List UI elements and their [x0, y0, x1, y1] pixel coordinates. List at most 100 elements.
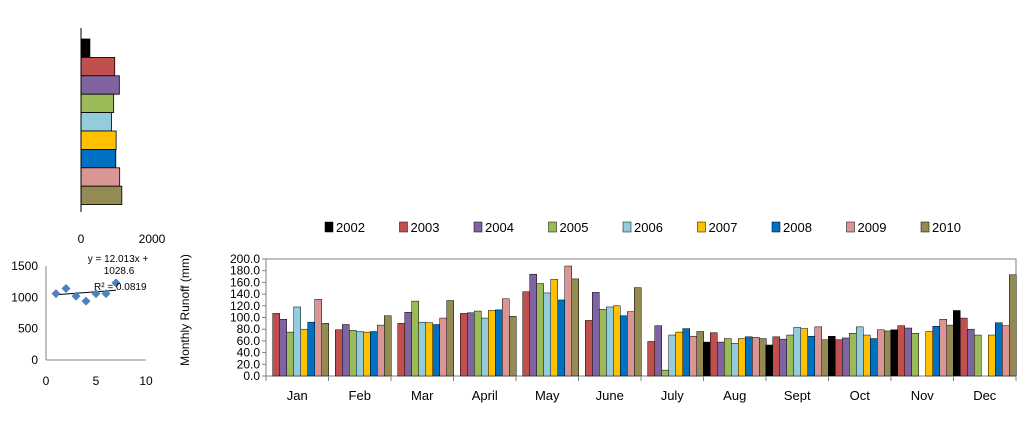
bar-Sept-2003 — [772, 336, 780, 377]
bar-May-2006 — [543, 292, 551, 377]
bar-May-2004 — [529, 273, 537, 377]
legend-swatch-2007 — [697, 221, 706, 233]
bar-Feb-2003 — [335, 329, 343, 377]
bar-Feb-2008 — [370, 331, 378, 377]
annual-bars — [80, 38, 123, 205]
scatter-point-4 — [81, 296, 91, 306]
legend-label-2009: 2009 — [858, 220, 887, 235]
bar-Sept-2009 — [814, 326, 822, 377]
bar-Feb-2009 — [377, 324, 385, 377]
bar-April-2004 — [467, 312, 475, 377]
bar-Oct-2007 — [863, 334, 871, 377]
x-tick-label-June: June — [596, 388, 624, 403]
bar-Sept-2002 — [765, 344, 773, 377]
bar-May-2008 — [557, 299, 565, 377]
bar-April-2003 — [460, 313, 468, 377]
scatter-point-1 — [51, 289, 61, 299]
bar-Jan-2004 — [279, 319, 287, 377]
scatter-ticks: 0 500 1000 1500 0 5 10 — [11, 259, 153, 388]
bar-Feb-2007 — [363, 331, 371, 377]
legend-label-2010: 2010 — [932, 220, 961, 235]
bar-Feb-2004 — [342, 324, 350, 377]
legend-swatch-2004 — [473, 221, 483, 233]
bar-July-2006 — [668, 334, 676, 377]
legend-label-2008: 2008 — [783, 220, 812, 235]
bar-Jan-2006 — [293, 306, 301, 377]
hbar-x-tick-label: 2000 — [139, 232, 166, 246]
annual-bar-2003 — [80, 57, 116, 77]
bar-Oct-2003 — [835, 339, 843, 377]
bar-June-2004 — [592, 292, 600, 377]
legend-label-2005: 2005 — [560, 220, 589, 235]
y-tick-label: 180.0 — [230, 264, 260, 278]
bar-July-2003 — [647, 341, 655, 377]
bar-Oct-2009 — [877, 329, 885, 377]
bar-Oct-2008 — [870, 338, 878, 377]
trendline-equation-line-2: 1028.6 — [104, 266, 135, 277]
bar-Dec-2010 — [1009, 274, 1017, 377]
bar-Mar-2003 — [397, 323, 405, 377]
trendline-r-squared: R² = 0.0819 — [94, 282, 147, 293]
annual-bar-2008 — [80, 148, 117, 169]
x-tick-label-Jan: Jan — [287, 388, 308, 403]
scatter-point-2 — [61, 284, 71, 294]
legend-label-2006: 2006 — [634, 220, 663, 235]
bar-Sept-2010 — [821, 339, 829, 377]
bar-Dec-2007 — [988, 334, 996, 377]
trendline-equation-line-1: y = 12.013x + — [88, 254, 149, 265]
bar-Nov-2004 — [904, 327, 912, 377]
hbar-x-ticks: 0 2000 — [78, 232, 166, 246]
bar-Aug-2004 — [717, 341, 725, 377]
bar-June-2007 — [613, 305, 621, 377]
x-tick-label-Nov: Nov — [911, 388, 935, 403]
legend: 2002 2003 2004 2005 2006 2007 2008 2009 2010 — [324, 220, 961, 235]
bar-Mar-2009 — [439, 317, 447, 377]
scatter-y-tick-label: 500 — [18, 322, 38, 336]
bar-Jan-2005 — [286, 331, 294, 377]
y-axis-ticks: 0.020.040.060.080.0100.0120.0140.0160.01… — [230, 252, 266, 383]
y-tick-label: 200.0 — [230, 252, 260, 266]
bar-May-2007 — [550, 279, 558, 377]
bar-April-2006 — [481, 317, 489, 377]
scatter-chart: 0 500 1000 1500 0 5 10 y = 12.013x + 1028.6 R²… — [11, 254, 153, 388]
scatter-point-5 — [91, 289, 101, 299]
bar-May-2009 — [564, 265, 572, 377]
y-tick-label: 160.0 — [230, 275, 260, 289]
monthly-runoff-chart: 2002 2003 2004 2005 2006 2007 2008 2009 2010 0.0… — [178, 220, 1017, 403]
bar-Feb-2005 — [349, 330, 357, 377]
bar-April-2010 — [509, 316, 517, 377]
bar-Mar-2006 — [418, 321, 426, 377]
bar-June-2009 — [627, 311, 635, 377]
bar-June-2005 — [599, 309, 607, 377]
bar-Mar-2004 — [404, 311, 412, 377]
bar-Dec-2004 — [967, 328, 975, 377]
legend-label-2004: 2004 — [485, 220, 514, 235]
bar-May-2003 — [522, 291, 530, 377]
bar-Sept-2008 — [807, 335, 815, 377]
y-tick-label: 120.0 — [230, 299, 260, 313]
scatter-point-3 — [71, 291, 81, 301]
scatter-x-tick-label: 10 — [139, 374, 153, 388]
bar-Dec-2009 — [1002, 325, 1010, 377]
bar-July-2007 — [675, 331, 683, 377]
bar-Mar-2008 — [432, 324, 440, 377]
bar-Nov-2003 — [897, 325, 905, 377]
bar-April-2009 — [502, 298, 510, 377]
bar-Mar-2007 — [425, 322, 433, 377]
bar-Aug-2002 — [703, 341, 711, 377]
bar-Nov-2009 — [939, 319, 947, 377]
bar-Aug-2006 — [731, 342, 739, 377]
bar-Feb-2006 — [356, 331, 364, 377]
bar-Aug-2010 — [759, 338, 767, 377]
legend-swatch-2002 — [324, 221, 334, 233]
y-axis-label: Monthly Runoff (mm) — [178, 254, 192, 366]
bar-April-2007 — [488, 310, 496, 377]
y-tick-label: 80.0 — [237, 322, 261, 336]
bar-May-2005 — [536, 283, 544, 377]
bar-Dec-2002 — [953, 310, 961, 377]
bar-Sept-2006 — [793, 327, 801, 377]
legend-swatch-2003 — [399, 221, 408, 233]
bar-Oct-2002 — [828, 335, 836, 377]
monthly-bars — [272, 265, 1017, 377]
